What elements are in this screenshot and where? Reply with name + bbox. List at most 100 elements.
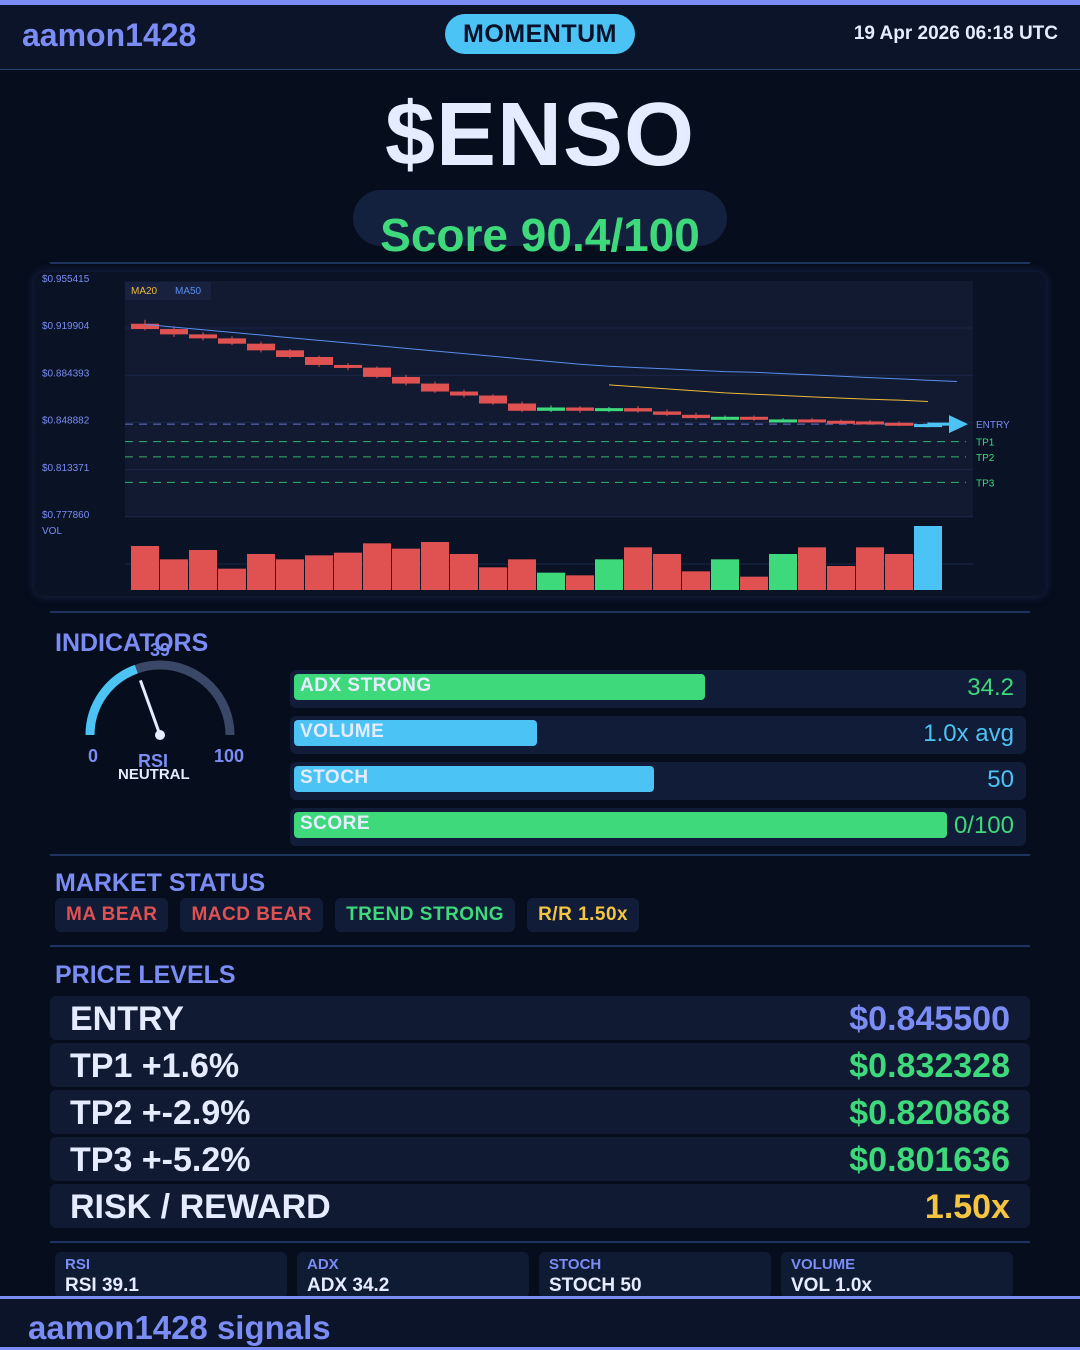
stat-value: RSI 39.1 <box>65 1275 139 1296</box>
level-label: TP2 <box>976 453 995 464</box>
stat-cell: ADX ADX 34.2 <box>297 1252 529 1298</box>
indicator-bar-value: 50 <box>987 766 1014 793</box>
volume-bar <box>595 559 623 590</box>
candle-body <box>421 383 449 392</box>
rsi-gauge: 39 0 100 RSI NEUTRAL <box>85 640 244 783</box>
indicator-bar-value: 1.0x avg <box>923 720 1014 747</box>
stat-cell: RSI RSI 39.1 <box>55 1252 287 1298</box>
candle-body <box>276 350 304 357</box>
market-status-title: MARKET STATUS <box>55 869 266 897</box>
volume-bar <box>624 547 652 590</box>
stat-name: VOLUME <box>791 1256 856 1273</box>
stat-value: VOL 1.0x <box>791 1275 872 1296</box>
entry-arrow-head <box>949 415 968 434</box>
volume-bar <box>566 575 594 590</box>
rsi-status: NEUTRAL <box>118 766 190 783</box>
volume-bar <box>392 548 420 590</box>
volume-bar <box>218 568 246 590</box>
status-chip: MACD BEAR <box>180 898 324 932</box>
gauge-hub <box>155 730 165 740</box>
volume-label: VOL <box>42 526 62 537</box>
y-tick-label: $0.884393 <box>42 368 90 379</box>
score-pill <box>353 190 727 246</box>
indicator-bar: SCORE 0/100 <box>290 808 1026 846</box>
candle-body <box>595 408 623 412</box>
y-tick-label: $0.777860 <box>42 510 90 521</box>
price-level-row: ENTRY $0.845500 <box>50 996 1030 1040</box>
ma-legend-box <box>125 282 211 300</box>
brand-name: aamon1428 <box>22 17 197 53</box>
volume-bar <box>421 542 449 590</box>
ma50-line <box>144 323 958 383</box>
candle-body <box>131 323 159 330</box>
candle-body <box>160 329 188 335</box>
price-level-row: TP3 +-5.2% $0.801636 <box>50 1137 1030 1181</box>
candle-body <box>189 334 217 339</box>
candle-body <box>247 343 275 351</box>
indicator-bar-value: 0/100 <box>953 812 1014 839</box>
level-label: ENTRY <box>976 420 1010 431</box>
candle-body <box>769 419 797 423</box>
indicator-bar-fill <box>294 766 654 792</box>
candle-body <box>624 408 652 412</box>
volume-bar <box>827 566 855 590</box>
stat-value: STOCH 50 <box>549 1275 642 1296</box>
candle-body <box>885 422 913 426</box>
score-text: Score 90.4/100 <box>380 209 700 261</box>
volume-bar <box>711 559 739 590</box>
candle-body <box>334 364 362 368</box>
indicator-bar-fill <box>294 812 948 838</box>
stat-name: ADX <box>307 1256 339 1273</box>
volume-bar <box>450 554 478 590</box>
price-level-value: $0.820868 <box>849 1094 1010 1132</box>
volume-bar <box>247 554 275 590</box>
candle-body <box>508 403 536 411</box>
footer: aamon1428 signals <box>0 1296 1080 1350</box>
indicators-title: INDICATORS <box>55 629 209 657</box>
divider <box>50 611 1030 613</box>
top-accent-line <box>0 0 1080 5</box>
divider <box>50 945 1030 947</box>
ticker-symbol: $ENSO <box>384 85 696 185</box>
indicator-bar-label: STOCH <box>300 767 369 788</box>
level-label: TP3 <box>976 478 995 489</box>
volume-bar <box>160 559 188 590</box>
level-label: TP1 <box>976 438 995 449</box>
indicator-bar: STOCH 50 <box>290 762 1026 800</box>
price-level-label: ENTRY <box>70 1000 184 1038</box>
volume-bar <box>508 559 536 590</box>
divider <box>50 854 1030 856</box>
candle-body <box>682 414 710 419</box>
indicator-bar: ADX STRONG 34.2 <box>290 670 1026 708</box>
gauge-min: 0 <box>88 746 98 766</box>
stat-value: ADX 34.2 <box>307 1275 390 1296</box>
chart-svg: $0.955415 $0.919904 $0.884393 $0.848882 $0.8… <box>42 274 1010 590</box>
indicator-bar-label: VOLUME <box>300 721 385 742</box>
candle-body <box>479 395 507 404</box>
y-tick-label: $0.813371 <box>42 463 90 474</box>
footer-text: aamon1428 signals <box>28 1309 331 1346</box>
gauge-track <box>85 660 235 736</box>
gauge-fill <box>85 664 138 736</box>
volume-bar <box>305 555 333 590</box>
volume-bar <box>363 543 391 590</box>
y-tick-label: $0.919904 <box>42 321 90 332</box>
price-level-value: $0.845500 <box>849 1000 1010 1038</box>
ma20-line <box>608 384 929 402</box>
gauge-needle <box>138 679 162 736</box>
rsi-value: 39 <box>150 640 170 660</box>
price-level-row: TP1 +1.6% $0.832328 <box>50 1043 1030 1087</box>
status-chip: MA BEAR <box>55 898 169 932</box>
mode-badge: MOMENTUM <box>445 14 635 54</box>
candle-body <box>711 416 739 420</box>
candle-body <box>740 416 768 420</box>
candle-body <box>363 367 391 377</box>
volume-bar <box>682 571 710 590</box>
status-chips: MA BEAR MACD BEAR TREND STRONG R/R 1.50x <box>55 898 640 932</box>
candle-body <box>856 421 884 425</box>
indicator-bar-label: SCORE <box>300 813 371 834</box>
stat-cell: VOLUME VOL 1.0x <box>781 1252 1013 1298</box>
y-tick-label: $0.955415 <box>42 274 90 285</box>
indicator-bar-fill <box>294 720 538 746</box>
candle-body <box>566 407 594 411</box>
